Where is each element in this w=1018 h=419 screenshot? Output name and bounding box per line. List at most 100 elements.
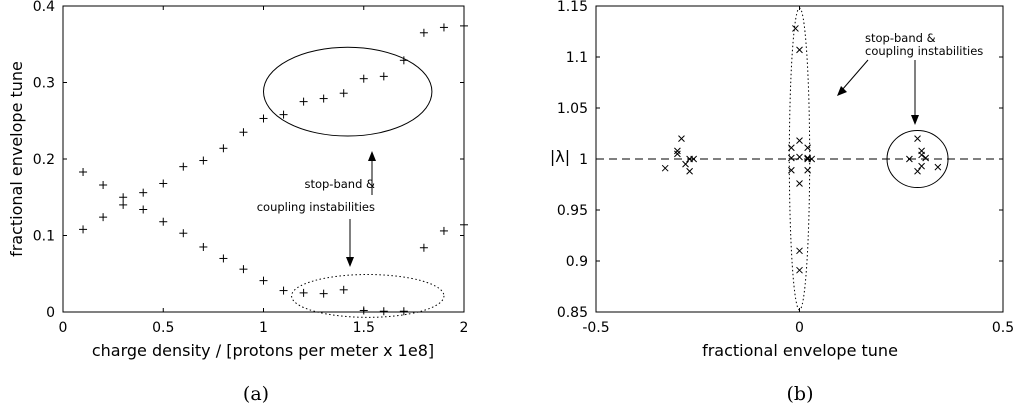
data-point-cross — [788, 154, 795, 162]
data-point-plus — [239, 265, 248, 274]
x-tick-label: 1 — [259, 320, 268, 336]
data-point-plus — [159, 217, 168, 226]
data-point-plus — [279, 110, 288, 119]
caption-b: (b) — [787, 383, 814, 405]
data-point-cross — [661, 164, 669, 172]
annotation-line-2-a: coupling instabilities — [257, 200, 375, 214]
annotation-b: stop-band & coupling instabilities — [837, 31, 983, 125]
data-point-plus — [199, 156, 208, 165]
y-tick-label: 0 — [46, 305, 55, 321]
data-point-cross — [918, 151, 925, 159]
x-tick-label: 1.5 — [353, 320, 375, 336]
data-point-plus — [399, 56, 408, 65]
annotation-line-2-b: coupling instabilities — [865, 44, 983, 58]
y-axis-label-a: fractional envelope tune — [7, 61, 26, 257]
data-point-cross — [678, 135, 685, 142]
data-point-cross — [796, 46, 803, 54]
data-point-cross — [674, 147, 681, 155]
data-point-plus — [239, 128, 248, 137]
x-tick-label: 0 — [795, 320, 804, 336]
data-point-cross — [788, 144, 795, 152]
x-tick-label: 0 — [59, 320, 68, 336]
data-point-plus — [359, 74, 368, 83]
data-point-plus — [259, 114, 268, 123]
data-point-plus — [299, 288, 308, 297]
data-point-cross — [796, 180, 803, 187]
data-point-cross — [788, 166, 795, 174]
y-tick-label: 1.05 — [557, 101, 588, 117]
y-tick-label: 0.4 — [33, 0, 55, 15]
data-point-plus — [119, 200, 128, 209]
y-tick-label: 1.15 — [557, 0, 588, 15]
data-point-plus — [279, 286, 288, 295]
caption-a: (a) — [243, 383, 269, 405]
data-point-plus — [219, 254, 228, 263]
data-point-plus — [139, 188, 148, 197]
data-point-plus — [179, 162, 188, 171]
panel-b: -0.5 0 0.5 0.85 0.9 0.95 1 1.05 1.1 1.15 stop-ban… — [550, 0, 1014, 405]
data-point-plus — [379, 72, 388, 81]
data-point-plus — [79, 168, 88, 177]
data-point-cross — [804, 166, 811, 174]
data-point-cross — [796, 137, 803, 144]
data-point-plus — [359, 306, 368, 315]
data-point-plus — [460, 220, 468, 229]
data-point-plus — [99, 181, 108, 190]
data-point-cross — [914, 167, 921, 175]
data-point-plus — [439, 226, 448, 235]
x-tick-label: -0.5 — [582, 320, 609, 336]
data-point-cross — [690, 155, 698, 163]
annotation-line-1-a: stop-band & — [304, 177, 375, 191]
data-point-plus — [259, 276, 268, 285]
instability-region-solid — [263, 46, 433, 137]
data-point-plus — [439, 23, 448, 32]
data-point-plus — [419, 243, 428, 252]
data-point-cross — [792, 25, 799, 32]
data-point-cross — [918, 162, 925, 170]
data-point-plus — [339, 89, 348, 98]
data-point-plus — [339, 285, 348, 294]
data-point-plus — [199, 242, 208, 251]
data-point-plus — [460, 21, 468, 30]
data-point-plus — [139, 205, 148, 214]
annotation-line-1-b: stop-band & — [865, 31, 936, 45]
data-point-plus — [99, 213, 108, 222]
instability-region-dotted — [291, 274, 445, 318]
y-tick-label: 1 — [579, 152, 588, 168]
data-point-plus — [419, 28, 428, 37]
data-point-plus — [119, 193, 128, 202]
data-point-cross — [796, 247, 803, 255]
data-point-cross — [796, 153, 803, 161]
axis-ticks-a: 0 0.5 1 1.5 2 0 0.1 0.2 0.3 0.4 — [33, 0, 469, 336]
data-point-plus — [399, 307, 408, 316]
instability-regions-a — [263, 46, 445, 318]
y-tick-label: 1.1 — [566, 50, 588, 66]
y-tick-label: 0.1 — [33, 229, 55, 245]
y-tick-label: 0.85 — [557, 305, 588, 321]
arrowhead-up-a — [368, 151, 376, 161]
data-point-cross — [906, 155, 913, 163]
data-point-cross — [804, 154, 811, 162]
data-point-plus — [159, 179, 168, 188]
y-tick-label: 0.3 — [33, 76, 55, 92]
data-point-cross — [808, 155, 816, 163]
data-point-cross — [686, 167, 693, 175]
y-tick-label: 0.9 — [566, 254, 588, 270]
axis-ticks-b: -0.5 0 0.5 0.85 0.9 0.95 1 1.05 1.1 1.15 — [557, 0, 1014, 336]
instability-region-dotted — [788, 7, 811, 311]
markers-b — [661, 25, 942, 274]
x-tick-label: 0.5 — [992, 320, 1014, 336]
x-axis-label-a: charge density / [protons per meter x 1e… — [92, 341, 434, 360]
data-point-plus — [319, 289, 328, 298]
x-axis-label-b: fractional envelope tune — [702, 341, 898, 360]
panel-a: 0 0.5 1 1.5 2 0 0.1 0.2 0.3 0.4 stop-band & coupl… — [7, 0, 468, 405]
plot-frame-a — [62, 5, 465, 313]
x-tick-label: 2 — [460, 320, 469, 336]
data-point-cross — [796, 266, 803, 274]
arrowhead-down-a — [346, 257, 354, 267]
y-tick-label: 0.95 — [557, 203, 588, 219]
y-axis-label-b: |λ| — [550, 147, 570, 166]
data-point-cross — [922, 154, 930, 162]
instability-region-solid — [886, 129, 949, 189]
